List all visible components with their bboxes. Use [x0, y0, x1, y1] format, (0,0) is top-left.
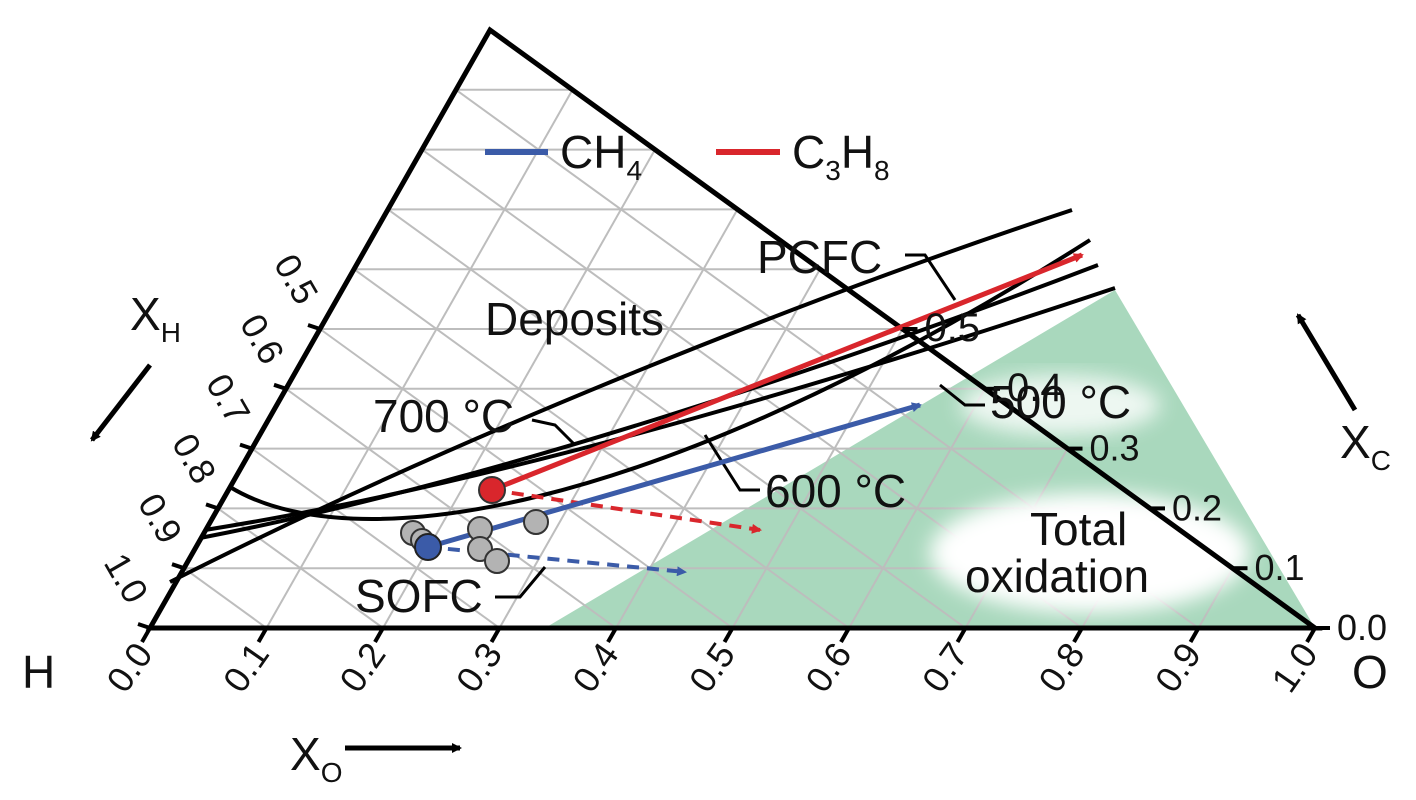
xo-axis-label: XO [290, 728, 342, 788]
curve-700 [169, 208, 1073, 584]
deposits-label: Deposits [485, 293, 664, 345]
bottom-tick-mark [955, 627, 968, 643]
leader-lines [495, 253, 985, 599]
bottom-tick-label: 0.8 [1030, 635, 1092, 700]
xc-direction-arrow [1295, 313, 1358, 412]
right-tick-label: 0.4 [1007, 366, 1063, 410]
bottom-tick-mark [1305, 627, 1317, 643]
bottom-tick-mark [722, 627, 735, 643]
bottom-tick-mark [140, 627, 152, 643]
right-tick-label: 0.3 [1090, 428, 1140, 469]
left-tick-label: 1.0 [96, 546, 157, 610]
right-ticks: 0.0 0.1 0.2 0.3 0.4 0.5 [902, 306, 1387, 648]
left-tick-mark [273, 382, 287, 391]
leader-600 [703, 434, 760, 492]
bottom-tick-mark [606, 627, 618, 643]
right-tick-label: 0.2 [1172, 487, 1222, 528]
xc-axis-label: XC [1340, 416, 1391, 476]
bottom-tick-label: 0.9 [1147, 635, 1209, 700]
bottom-tick-label: 0.0 [98, 635, 160, 700]
curve-500 [204, 286, 1116, 532]
grid-line-xh [285, 387, 617, 628]
bottom-tick-mark [839, 627, 851, 643]
leader-pcfc [905, 253, 957, 301]
pcfc-label: PCFC [757, 231, 882, 283]
bottom-tick-mark [256, 627, 269, 643]
bottom-tick-label: 0.5 [681, 635, 743, 700]
leader-sofc [495, 566, 547, 599]
leader-500 [939, 383, 985, 407]
left-tick-mark [239, 442, 253, 451]
bottom-tick-label: 0.3 [448, 635, 510, 700]
bottom-tick-label: 0.4 [564, 635, 626, 700]
right-tick-label: 0.1 [1255, 547, 1305, 588]
left-tick-label: 0.8 [164, 427, 225, 491]
corner-o-label: O [1352, 646, 1388, 698]
bottom-tick-mark [489, 627, 502, 643]
c3h8-solid-arrow [491, 252, 1084, 493]
legend: CH4 C3H8 [485, 126, 890, 186]
bottom-tick-label: 0.1 [215, 635, 277, 700]
right-tick-label: 0.5 [925, 306, 981, 350]
bottom-ticks: 0.0 0.1 0.2 0.3 0.4 0.5 0.6 0.7 0.8 0.9 1.0 [98, 627, 1326, 700]
temp-600-label: 600 °C [765, 465, 906, 517]
left-tick-mark [205, 502, 219, 511]
c3h8-start-point [478, 476, 506, 504]
left-tick-mark [307, 323, 321, 331]
ch4-start-point [414, 533, 442, 561]
bottom-tick-mark [1188, 627, 1201, 643]
curve-600 [199, 263, 1099, 540]
temp-700-label: 700 °C [373, 390, 514, 442]
grid-line-xo [265, 89, 574, 628]
left-tick-mark [171, 562, 185, 571]
xh-axis-label: XH [130, 288, 181, 348]
bottom-tick-label: 0.2 [331, 635, 393, 700]
sofc-label: SOFC [355, 570, 483, 622]
legend-c3h8-label: C3H8 [792, 126, 890, 186]
ch4-solid-arrow [427, 402, 922, 550]
corner-h-label: H [22, 646, 55, 698]
left-tick-label: 0.5 [266, 247, 327, 311]
bottom-tick-mark [373, 627, 385, 643]
legend-ch4-label: CH4 [560, 126, 642, 186]
left-tick-label: 0.6 [232, 307, 293, 371]
right-tick-label: 0.0 [1337, 607, 1387, 648]
bottom-tick-label: 0.6 [797, 635, 859, 700]
total-oxidation-label-1: Total [1030, 503, 1127, 555]
c3h8-dashed-arrow [491, 488, 762, 534]
left-tick-mark [137, 622, 151, 630]
grid-line-xh [183, 567, 268, 628]
grid-line-xh [251, 447, 501, 628]
temp-500-glow [960, 375, 1160, 435]
bottom-tick-label: 1.0 [1263, 635, 1325, 700]
leader-700 [531, 418, 577, 447]
grid-line-xo [731, 328, 904, 628]
left-tick-label: 0.7 [198, 367, 259, 431]
left-tick-label: 0.9 [130, 486, 191, 550]
bottom-tick-mark [1072, 627, 1084, 643]
temp-500-label: 500 °C [990, 376, 1131, 428]
bottom-tick-label: 0.7 [914, 635, 976, 700]
xh-direction-arrow [90, 363, 152, 442]
total-oxidation-label-2: oxidation [965, 550, 1149, 602]
